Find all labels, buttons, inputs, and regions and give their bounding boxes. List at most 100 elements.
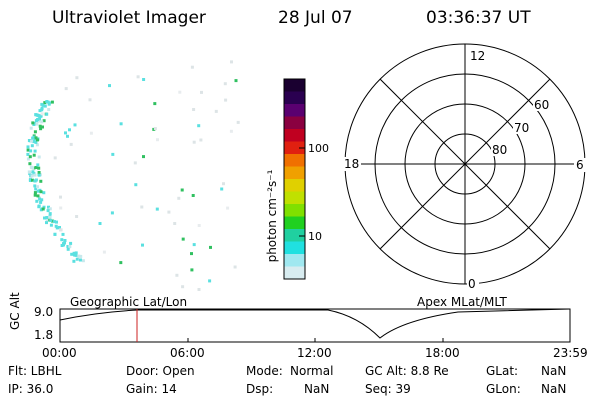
image-pixel xyxy=(208,279,212,283)
timeline-xtick-0000: 00:00 xyxy=(42,346,77,360)
image-pixel xyxy=(75,215,79,218)
image-pixel xyxy=(46,209,50,213)
timeline-ylabel: GC Alt xyxy=(8,292,22,330)
image-pixel xyxy=(72,259,76,263)
image-pixel xyxy=(197,288,201,291)
ip-value: IP: 36.0 xyxy=(8,382,54,396)
image-pixel xyxy=(102,250,106,254)
image-pixel xyxy=(229,129,233,133)
geographic-image xyxy=(26,60,240,291)
timeline-xtick-0600: 06:00 xyxy=(170,346,205,360)
image-pixel xyxy=(153,127,157,131)
image-pixel xyxy=(39,114,43,118)
image-pixel xyxy=(47,108,51,111)
image-pixel xyxy=(36,189,40,193)
image-pixel xyxy=(48,207,52,211)
image-pixel xyxy=(28,178,32,182)
colorbar-label: photon cm⁻²s⁻¹ xyxy=(265,169,279,262)
image-pixel xyxy=(47,205,50,209)
mlt-label-0: 0 xyxy=(468,277,476,291)
image-pixel xyxy=(31,136,35,140)
image-pixel xyxy=(29,126,33,130)
image-pixel xyxy=(64,131,67,135)
mlt-label-6: 6 xyxy=(576,158,584,172)
image-pixel xyxy=(28,162,32,166)
image-pixel xyxy=(27,170,31,174)
image-pixel xyxy=(175,273,179,277)
image-pixel xyxy=(38,109,42,113)
image-pixel xyxy=(236,120,240,124)
image-pixel xyxy=(54,224,58,228)
image-pixel xyxy=(81,259,85,263)
colorbar-swatch xyxy=(284,166,305,180)
image-pixel xyxy=(41,125,44,129)
image-pixel xyxy=(39,208,43,212)
image-pixel xyxy=(69,241,73,245)
image-pixel xyxy=(140,205,144,209)
image-pixel xyxy=(214,109,218,113)
image-pixel xyxy=(33,184,37,188)
mlt-label-12: 12 xyxy=(470,49,485,63)
image-pixel xyxy=(69,142,73,146)
image-pixel xyxy=(142,78,146,81)
image-pixel xyxy=(36,138,39,142)
image-pixel xyxy=(37,155,41,159)
image-pixel xyxy=(108,84,111,88)
image-pixel xyxy=(43,104,47,108)
image-pixel xyxy=(34,140,38,144)
polar-plot: 12 6 0 18 60 70 80 xyxy=(343,43,586,291)
image-pixel xyxy=(61,232,65,236)
image-pixel xyxy=(110,211,114,215)
image-pixel xyxy=(74,251,78,255)
image-pixel xyxy=(43,101,47,105)
image-pixel xyxy=(199,138,203,142)
mode-value: Normal xyxy=(290,364,334,378)
lat-label-80: 80 xyxy=(492,143,507,157)
image-pixel xyxy=(41,207,45,211)
image-pixel xyxy=(26,148,30,152)
image-pixel xyxy=(36,185,39,189)
image-pixel xyxy=(49,223,53,227)
time-label: 03:36:37 UT xyxy=(426,8,531,28)
filter-value: Flt: LBHL xyxy=(8,364,62,378)
image-pixel xyxy=(35,122,39,126)
image-pixel xyxy=(37,204,41,208)
image-pixel xyxy=(35,143,39,147)
colorbar-swatch xyxy=(284,204,305,217)
lat-label-60: 60 xyxy=(534,98,549,112)
image-pixel xyxy=(42,205,46,209)
image-pixel xyxy=(234,79,238,83)
image-pixel xyxy=(26,145,30,149)
image-pixel xyxy=(37,166,41,170)
image-pixel xyxy=(181,285,185,289)
image-pixel xyxy=(75,257,79,261)
image-pixel xyxy=(34,119,38,123)
seq-value: Seq: 39 xyxy=(365,382,411,396)
image-pixel xyxy=(34,187,38,191)
image-pixel xyxy=(190,268,194,272)
image-pixel xyxy=(209,245,212,249)
image-pixel xyxy=(40,112,44,116)
image-pixel xyxy=(35,199,39,203)
colorbar-swatch xyxy=(284,129,305,142)
image-pixel xyxy=(63,239,67,242)
image-pixel xyxy=(180,188,184,192)
image-pixel xyxy=(42,119,46,123)
image-pixel xyxy=(26,157,30,161)
image-pixel xyxy=(173,222,177,225)
image-pixel xyxy=(37,171,41,174)
color-bar: 100 10 photon cm⁻²s⁻¹ xyxy=(265,78,329,280)
geographic-label: Geographic Lat/Lon xyxy=(70,295,188,309)
timeline-ytick-high: 9.0 xyxy=(34,305,54,319)
image-pixel xyxy=(197,124,201,128)
image-pixel xyxy=(38,117,42,121)
image-pixel xyxy=(59,195,62,199)
image-pixel xyxy=(33,193,37,197)
image-pixel xyxy=(133,161,137,165)
image-pixel xyxy=(224,98,228,102)
image-pixel xyxy=(72,251,76,255)
image-pixel xyxy=(45,221,48,225)
image-pixel xyxy=(39,179,43,183)
image-pixel xyxy=(31,170,35,174)
image-pixel xyxy=(134,183,138,187)
